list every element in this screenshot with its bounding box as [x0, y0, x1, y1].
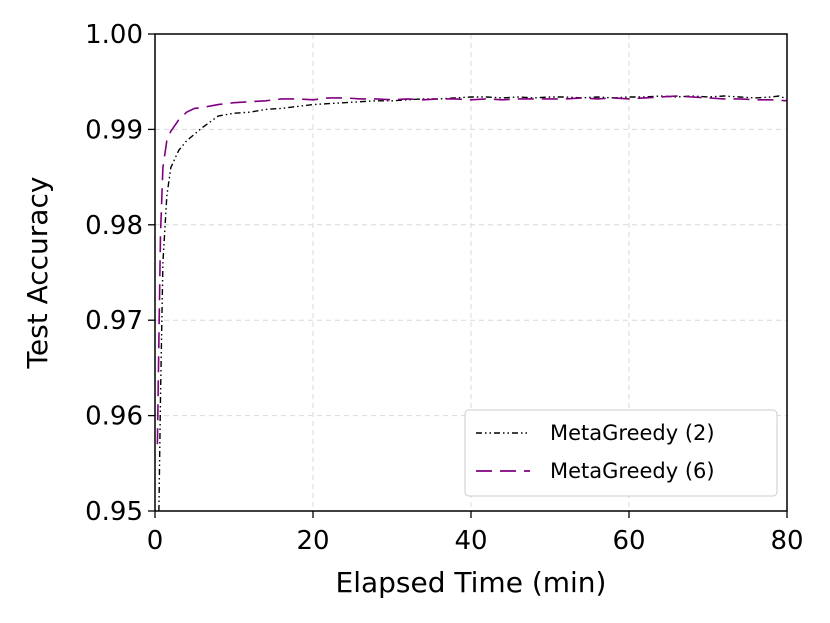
y-tick-label: 0.99 — [85, 115, 143, 145]
series-line-1 — [156, 95, 787, 445]
x-tick-label: 20 — [296, 526, 329, 556]
legend-label-metagreedy-6: MetaGreedy (6) — [550, 459, 715, 483]
x-tick-label: 0 — [147, 526, 164, 556]
legend-box — [464, 409, 778, 497]
x-tick-label: 60 — [612, 526, 645, 556]
y-tick-label: 0.96 — [85, 402, 143, 432]
y-tick-label: 0.95 — [85, 497, 143, 527]
x-tick-label: 40 — [454, 526, 487, 556]
y-tick-label: 1.00 — [85, 20, 143, 50]
legend-label-metagreedy-2: MetaGreedy (2) — [550, 421, 715, 445]
y-tick-label: 0.98 — [85, 211, 143, 241]
series-layer — [156, 95, 787, 511]
x-axis-label: Elapsed Time (min) — [336, 566, 607, 599]
y-tick-label: 0.97 — [85, 306, 143, 336]
y-axis-label: Test Accuracy — [21, 177, 54, 370]
axis-ticks: 0 20 40 60 80 0.95 0.96 0.97 0.98 0.99 1.00 — [85, 20, 803, 556]
x-tick-label: 80 — [770, 526, 803, 556]
legend: MetaGreedy (2) MetaGreedy (6) — [464, 409, 778, 497]
